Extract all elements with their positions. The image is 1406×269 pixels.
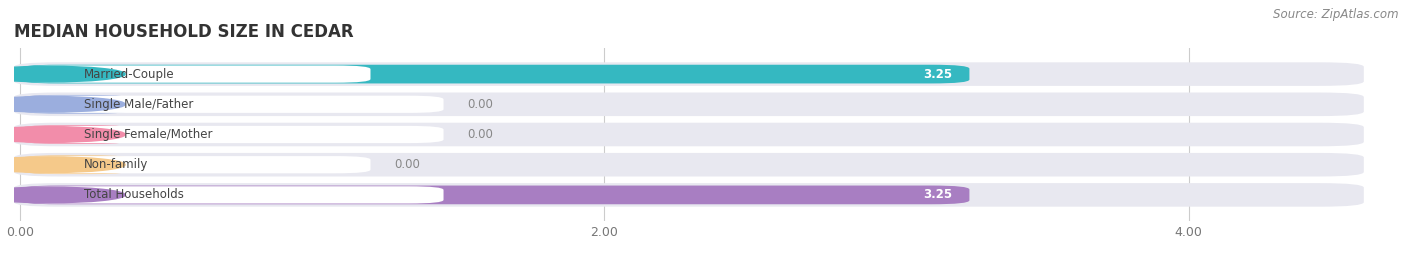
Text: Source: ZipAtlas.com: Source: ZipAtlas.com: [1274, 8, 1399, 21]
FancyBboxPatch shape: [20, 96, 443, 113]
Circle shape: [0, 187, 125, 203]
Text: Single Female/Mother: Single Female/Mother: [84, 128, 212, 141]
FancyBboxPatch shape: [14, 62, 1364, 86]
Text: MEDIAN HOUSEHOLD SIZE IN CEDAR: MEDIAN HOUSEHOLD SIZE IN CEDAR: [14, 23, 354, 41]
FancyBboxPatch shape: [20, 186, 969, 204]
FancyBboxPatch shape: [20, 65, 371, 83]
Text: Single Male/Father: Single Male/Father: [84, 98, 194, 111]
FancyBboxPatch shape: [20, 156, 371, 173]
Circle shape: [0, 127, 125, 142]
FancyBboxPatch shape: [20, 126, 443, 143]
Text: Non-family: Non-family: [84, 158, 149, 171]
FancyBboxPatch shape: [20, 125, 131, 144]
FancyBboxPatch shape: [14, 183, 1364, 207]
Text: 0.00: 0.00: [394, 158, 420, 171]
Text: 0.00: 0.00: [467, 98, 492, 111]
FancyBboxPatch shape: [20, 155, 131, 174]
FancyBboxPatch shape: [14, 153, 1364, 176]
Circle shape: [0, 97, 125, 112]
Text: Total Households: Total Households: [84, 188, 184, 201]
Circle shape: [0, 66, 125, 82]
FancyBboxPatch shape: [14, 93, 1364, 116]
Circle shape: [0, 157, 125, 172]
FancyBboxPatch shape: [20, 186, 443, 204]
Text: Married-Couple: Married-Couple: [84, 68, 174, 81]
Text: 3.25: 3.25: [922, 188, 952, 201]
FancyBboxPatch shape: [20, 95, 131, 114]
Text: 0.00: 0.00: [467, 128, 492, 141]
FancyBboxPatch shape: [20, 65, 969, 83]
FancyBboxPatch shape: [14, 123, 1364, 146]
Text: 3.25: 3.25: [922, 68, 952, 81]
